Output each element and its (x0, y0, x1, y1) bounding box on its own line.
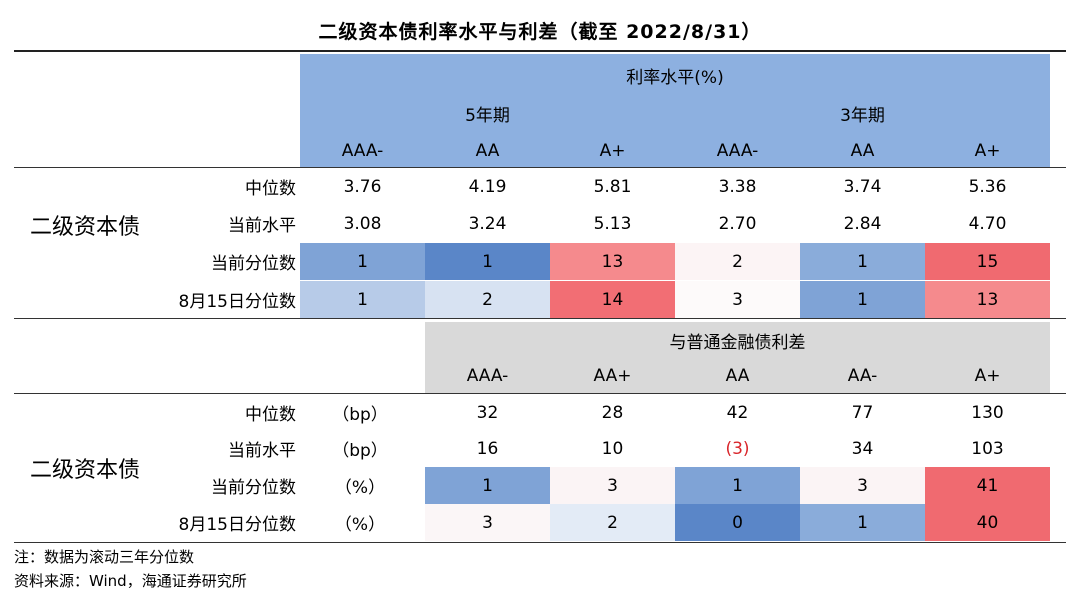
table-cell: 13 (550, 243, 675, 280)
table-cell: 13 (925, 281, 1050, 318)
source-text: 资料来源：Wind，海通证券研究所 (14, 572, 247, 590)
row-label: 8月15日分位数 (178, 515, 296, 535)
row-label: 中位数 (245, 179, 296, 199)
table-cell: 2 (550, 504, 675, 541)
note-text: 注：数据为滚动三年分位数 (14, 548, 195, 566)
table-cell: 130 (971, 402, 1004, 423)
table-cell: 3.74 (843, 176, 882, 197)
table-cell: 5.36 (968, 176, 1007, 197)
table-cell: 42 (726, 402, 749, 423)
table-cell: 32 (476, 402, 499, 423)
table-cell: 14 (550, 281, 675, 318)
table-cell: 3.24 (468, 213, 507, 234)
table-cell: 16 (476, 438, 499, 459)
rating-header: AAA- (341, 140, 384, 161)
unit-label: （%） (334, 478, 386, 498)
category-label: 二级资本债 (30, 458, 141, 483)
table-cell: (3) (725, 438, 750, 459)
table-cell: 3 (675, 281, 800, 318)
table-cell: 3 (800, 467, 925, 504)
table-cell: 3.38 (718, 176, 757, 197)
footnotes: 注：数据为滚动三年分位数 资料来源：Wind，海通证券研究所 (14, 545, 247, 593)
table-cell: 1 (800, 243, 925, 280)
table-cell: 4.70 (968, 213, 1007, 234)
group-header: 与普通金融债利差 (669, 332, 806, 353)
rating-header: AA (475, 140, 500, 161)
spread-header-background (425, 322, 1050, 393)
rating-header: A+ (974, 365, 1001, 386)
term-header-5y: 5年期 (465, 105, 510, 126)
rating-header: AA (725, 365, 750, 386)
table-cell: 103 (971, 438, 1004, 459)
table-cell: 77 (851, 402, 874, 423)
rating-header: AAA- (466, 365, 509, 386)
rating-header: A+ (974, 140, 1001, 161)
category-label: 二级资本债 (30, 215, 141, 240)
table-cell: 0 (675, 504, 800, 541)
table-cell: 3.08 (343, 213, 382, 234)
table-cell: 1 (425, 467, 550, 504)
table-cell: 41 (925, 467, 1050, 504)
table-cell: 1 (800, 504, 925, 541)
divider (14, 318, 1066, 319)
table-cell: 1 (425, 243, 550, 280)
table-title: 二级资本债利率水平与利差（截至 2022/8/31） (14, 10, 1066, 52)
rate-header-background (300, 54, 1050, 167)
table-cell: 28 (601, 402, 624, 423)
rating-header: AA+ (593, 365, 632, 386)
table-cell: 2.84 (843, 213, 882, 234)
table-cell: 1 (300, 281, 425, 318)
unit-label: （%） (334, 515, 386, 535)
rating-header: AA- (847, 365, 878, 386)
divider (14, 542, 1066, 543)
row-label: 当前分位数 (211, 478, 296, 498)
table-cell: 5.13 (593, 213, 632, 234)
group-header: 利率水平(%) (626, 67, 724, 88)
unit-label: （bp） (332, 441, 388, 461)
row-label: 当前水平 (228, 441, 296, 461)
divider (14, 167, 1066, 168)
divider (14, 393, 1066, 394)
table-cell: 1 (300, 243, 425, 280)
rating-header: A+ (599, 140, 626, 161)
table-cell: 2 (675, 243, 800, 280)
term-header-3y: 3年期 (840, 105, 885, 126)
row-label: 当前水平 (228, 216, 296, 236)
table-cell: 1 (800, 281, 925, 318)
rating-header: AA (850, 140, 875, 161)
unit-label: （bp） (332, 405, 388, 425)
table-cell: 34 (851, 438, 874, 459)
row-label: 当前分位数 (211, 254, 296, 274)
table-cell: 15 (925, 243, 1050, 280)
rating-header: AAA- (716, 140, 759, 161)
table-cell: 10 (601, 438, 624, 459)
table-cell: 3 (550, 467, 675, 504)
row-label: 中位数 (245, 405, 296, 425)
table-cell: 4.19 (468, 176, 507, 197)
table-cell: 1 (675, 467, 800, 504)
table-cell: 2.70 (718, 213, 757, 234)
row-label: 8月15日分位数 (178, 292, 296, 312)
table-cell: 2 (425, 281, 550, 318)
table-cell: 40 (925, 504, 1050, 541)
table-cell: 3.76 (343, 176, 382, 197)
table-cell: 5.81 (593, 176, 632, 197)
table-cell: 3 (425, 504, 550, 541)
